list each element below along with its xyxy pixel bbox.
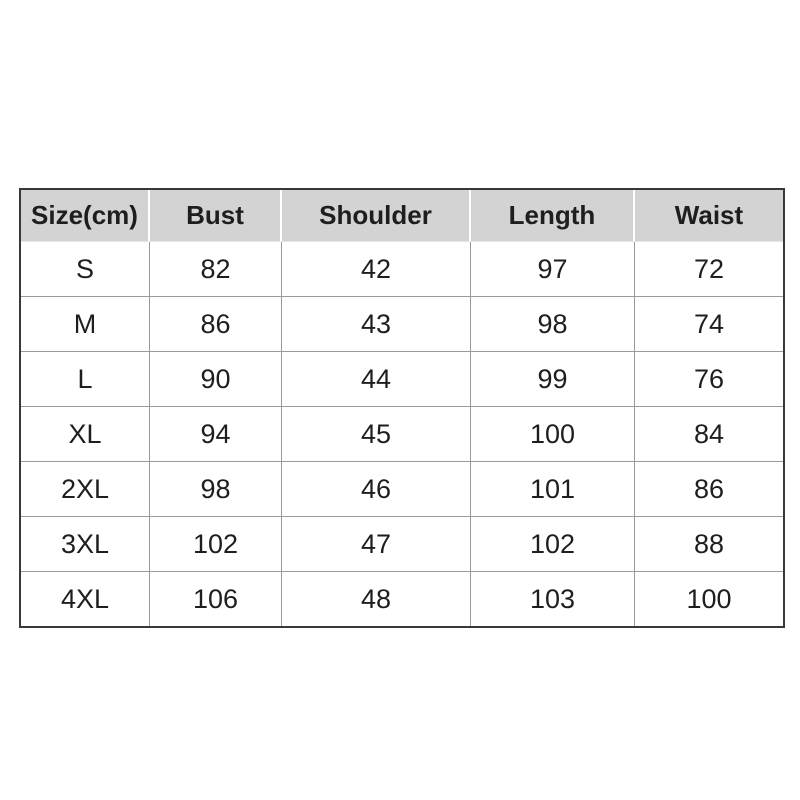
cell-bust: 106 (150, 571, 282, 626)
size-chart-table-container: Size(cm) Bust Shoulder Length Waist S 82… (19, 188, 785, 628)
cell-size: M (21, 296, 150, 351)
col-header-length: Length (471, 190, 635, 242)
cell-bust: 94 (150, 406, 282, 461)
cell-bust: 90 (150, 351, 282, 406)
table-row-l: L 90 44 99 76 (21, 351, 783, 406)
cell-length: 98 (471, 296, 635, 351)
table-row-2xl: 2XL 98 46 101 86 (21, 461, 783, 516)
cell-length: 101 (471, 461, 635, 516)
cell-bust: 102 (150, 516, 282, 571)
cell-length: 103 (471, 571, 635, 626)
cell-size: XL (21, 406, 150, 461)
cell-length: 102 (471, 516, 635, 571)
table-row-3xl: 3XL 102 47 102 88 (21, 516, 783, 571)
table-row-s: S 82 42 97 72 (21, 242, 783, 296)
cell-size: 3XL (21, 516, 150, 571)
table-row-xl: XL 94 45 100 84 (21, 406, 783, 461)
cell-shoulder: 42 (282, 242, 471, 296)
col-header-size: Size(cm) (21, 190, 150, 242)
cell-waist: 72 (635, 242, 783, 296)
cell-waist: 88 (635, 516, 783, 571)
size-chart-table: Size(cm) Bust Shoulder Length Waist S 82… (19, 188, 785, 628)
table-row-m: M 86 43 98 74 (21, 296, 783, 351)
cell-waist: 76 (635, 351, 783, 406)
cell-waist: 100 (635, 571, 783, 626)
col-header-waist: Waist (635, 190, 783, 242)
cell-shoulder: 45 (282, 406, 471, 461)
table-row-4xl: 4XL 106 48 103 100 (21, 571, 783, 626)
cell-waist: 74 (635, 296, 783, 351)
cell-waist: 86 (635, 461, 783, 516)
table-header: Size(cm) Bust Shoulder Length Waist (21, 190, 783, 242)
cell-shoulder: 47 (282, 516, 471, 571)
cell-size: L (21, 351, 150, 406)
col-header-shoulder: Shoulder (282, 190, 471, 242)
col-header-bust: Bust (150, 190, 282, 242)
cell-length: 99 (471, 351, 635, 406)
cell-shoulder: 46 (282, 461, 471, 516)
cell-size: 4XL (21, 571, 150, 626)
header-row: Size(cm) Bust Shoulder Length Waist (21, 190, 783, 242)
cell-length: 97 (471, 242, 635, 296)
cell-bust: 82 (150, 242, 282, 296)
cell-size: S (21, 242, 150, 296)
cell-shoulder: 44 (282, 351, 471, 406)
cell-size: 2XL (21, 461, 150, 516)
table-body: S 82 42 97 72 M 86 43 98 74 L 90 44 (21, 242, 783, 626)
cell-waist: 84 (635, 406, 783, 461)
cell-shoulder: 48 (282, 571, 471, 626)
cell-length: 100 (471, 406, 635, 461)
cell-bust: 98 (150, 461, 282, 516)
cell-bust: 86 (150, 296, 282, 351)
cell-shoulder: 43 (282, 296, 471, 351)
